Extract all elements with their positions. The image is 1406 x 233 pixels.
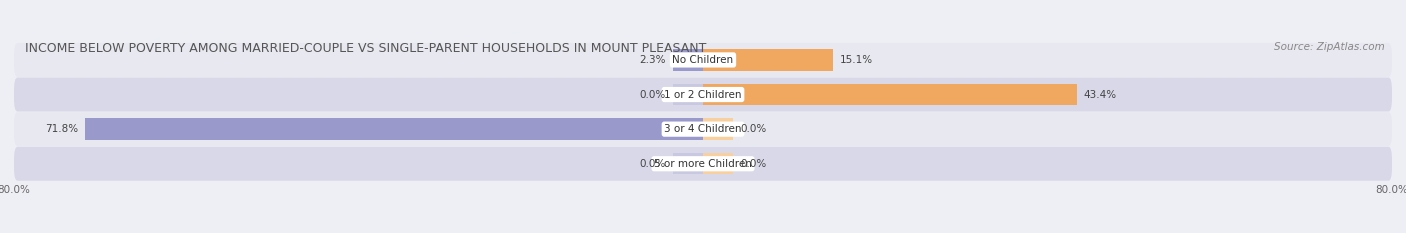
Bar [703, 49, 832, 71]
Text: 2.3%: 2.3% [640, 55, 666, 65]
Text: INCOME BELOW POVERTY AMONG MARRIED-COUPLE VS SINGLE-PARENT HOUSEHOLDS IN MOUNT P: INCOME BELOW POVERTY AMONG MARRIED-COUPL… [25, 42, 706, 55]
Text: 71.8%: 71.8% [45, 124, 77, 134]
FancyBboxPatch shape [14, 43, 1392, 77]
FancyBboxPatch shape [14, 147, 1392, 181]
FancyBboxPatch shape [14, 112, 1392, 146]
Bar [673, 84, 703, 105]
Bar [673, 49, 703, 71]
Bar [673, 153, 703, 175]
Text: 15.1%: 15.1% [839, 55, 873, 65]
Bar [703, 153, 733, 175]
Bar [703, 118, 733, 140]
FancyBboxPatch shape [14, 78, 1392, 112]
Text: 43.4%: 43.4% [1084, 89, 1116, 99]
Text: No Children: No Children [672, 55, 734, 65]
Bar [84, 118, 703, 140]
Legend: Married Couples, Single Parents: Married Couples, Single Parents [599, 231, 807, 233]
Text: 0.0%: 0.0% [640, 89, 666, 99]
Text: 3 or 4 Children: 3 or 4 Children [664, 124, 742, 134]
Text: Source: ZipAtlas.com: Source: ZipAtlas.com [1274, 42, 1385, 52]
Text: 1 or 2 Children: 1 or 2 Children [664, 89, 742, 99]
Text: 0.0%: 0.0% [740, 124, 766, 134]
Bar [703, 84, 1077, 105]
Text: 0.0%: 0.0% [640, 159, 666, 169]
Text: 0.0%: 0.0% [740, 159, 766, 169]
Text: 5 or more Children: 5 or more Children [654, 159, 752, 169]
